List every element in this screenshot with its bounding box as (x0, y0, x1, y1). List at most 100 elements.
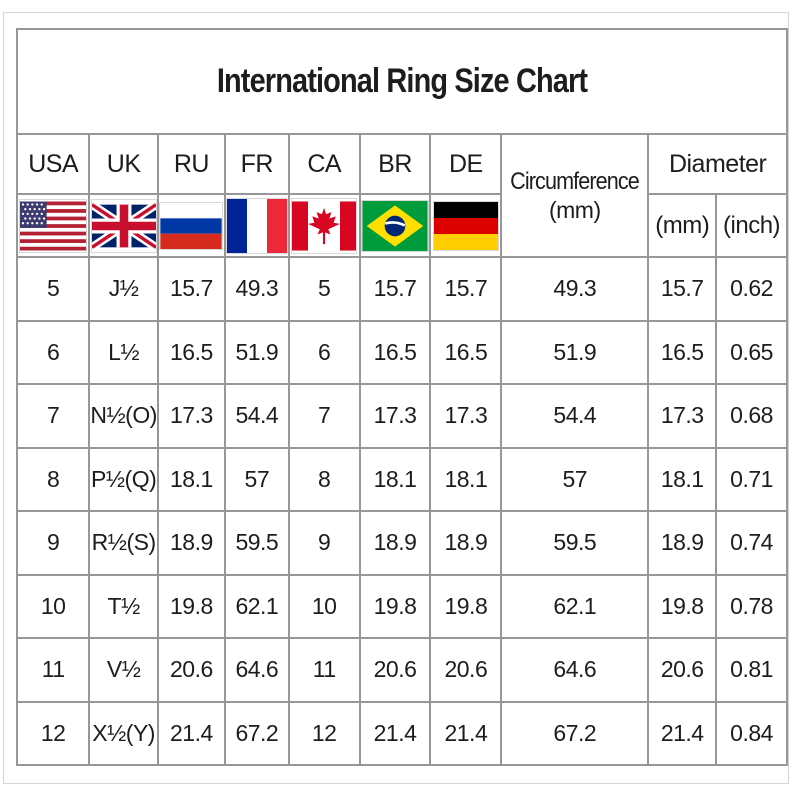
col-header-uk: UK (88, 133, 159, 195)
table-cell: 62.1 (223, 573, 290, 639)
table-cell: 7 (287, 383, 361, 449)
table-cell: 51.9 (500, 319, 650, 385)
table-cell: 18.9 (358, 510, 432, 576)
table-cell: 49.3 (500, 256, 650, 322)
ring-size-chart: International Ring Size Chart USA UK RU … (15, 28, 788, 766)
table-cell: 15.7 (156, 256, 226, 322)
table-cell: 16.5 (647, 319, 718, 385)
canada-flag-cell (287, 193, 361, 258)
table-cell: 10 (15, 573, 91, 639)
table-cell: 9 (15, 510, 91, 576)
france-flag-cell (223, 193, 290, 258)
table-row: 10 T½ 19.8 62.1 10 19.8 19.8 62.1 19.8 0… (15, 573, 788, 639)
table-cell: 7 (15, 383, 91, 449)
table-cell: X½(Y) (88, 700, 159, 766)
brazil-flag-cell (358, 193, 432, 258)
france-flag-icon (226, 198, 287, 253)
table-cell: 19.8 (647, 573, 718, 639)
table-cell: 15.7 (647, 256, 718, 322)
table-cell: T½ (88, 573, 159, 639)
table-cell: 57 (500, 446, 650, 512)
flag-row: (mm) (inch) (15, 193, 788, 258)
table-row: 7 N½(O) 17.3 54.4 7 17.3 17.3 54.4 17.3 … (15, 383, 788, 449)
col-header-diameter: Diameter (647, 133, 788, 195)
table-cell: 20.6 (156, 637, 226, 703)
table-cell: 59.5 (223, 510, 290, 576)
germany-flag-icon (433, 201, 498, 250)
table-cell: 18.1 (429, 446, 503, 512)
table-cell: 11 (15, 637, 91, 703)
russia-flag-cell (156, 193, 226, 258)
table-cell: 18.9 (647, 510, 718, 576)
table-cell: 12 (15, 700, 91, 766)
table-cell: 18.1 (156, 446, 226, 512)
table-cell: 0.65 (715, 319, 788, 385)
table-cell: 57 (223, 446, 290, 512)
table-cell: 67.2 (500, 700, 650, 766)
table-cell: 19.8 (358, 573, 432, 639)
usa-flag-cell (15, 193, 91, 258)
table-cell: 5 (287, 256, 361, 322)
circumference-label: Circumference (510, 167, 640, 195)
page-title: International Ring Size Chart (216, 62, 588, 100)
col-header-br: BR (358, 133, 432, 195)
table-cell: R½(S) (88, 510, 159, 576)
table-cell: 62.1 (500, 573, 650, 639)
table-cell: 19.8 (429, 573, 503, 639)
table-cell: 17.3 (358, 383, 432, 449)
diameter-inch-header: (inch) (715, 193, 788, 258)
table-cell: 67.2 (223, 700, 290, 766)
table-cell: 51.9 (223, 319, 290, 385)
table-cell: 5 (15, 256, 91, 322)
table-cell: 18.1 (647, 446, 718, 512)
table-cell: 17.3 (156, 383, 226, 449)
table-cell: J½ (88, 256, 159, 322)
country-header-row: USA UK RU FR CA BR DE Circumference (mm)… (15, 133, 788, 258)
table-cell: 21.4 (647, 700, 718, 766)
table-cell: 16.5 (358, 319, 432, 385)
table-cell: 20.6 (429, 637, 503, 703)
table-cell: 10 (287, 573, 361, 639)
table-cell: 0.68 (715, 383, 788, 449)
circumference-unit: (mm) (548, 196, 601, 223)
table-cell: V½ (88, 637, 159, 703)
table-cell: 0.84 (715, 700, 788, 766)
table-cell: 20.6 (358, 637, 432, 703)
usa-flag-icon (20, 201, 87, 250)
table-cell: N½(O) (88, 383, 159, 449)
table-row: 5 J½ 15.7 49.3 5 15.7 15.7 49.3 15.7 0.6… (15, 256, 788, 322)
uk-flag-cell (88, 193, 159, 258)
table-cell: 16.5 (429, 319, 503, 385)
table-row: 12 X½(Y) 21.4 67.2 12 21.4 21.4 67.2 21.… (15, 700, 788, 766)
table-cell: 20.6 (647, 637, 718, 703)
table-cell: 17.3 (647, 383, 718, 449)
table-cell: 17.3 (429, 383, 503, 449)
table-cell: 19.8 (156, 573, 226, 639)
table-row: 11 V½ 20.6 64.6 11 20.6 20.6 64.6 20.6 0… (15, 637, 788, 703)
table-cell: 18.9 (156, 510, 226, 576)
table-cell: 18.1 (358, 446, 432, 512)
table-cell: 0.62 (715, 256, 788, 322)
col-header-circumference: Circumference (mm) (500, 133, 650, 258)
table-cell: 0.71 (715, 446, 788, 512)
table-cell: 49.3 (223, 256, 290, 322)
table-cell: 18.9 (429, 510, 503, 576)
col-header-ca: CA (287, 133, 361, 195)
table-row: 9 R½(S) 18.9 59.5 9 18.9 18.9 59.5 18.9 … (15, 510, 788, 576)
table-cell: 6 (287, 319, 361, 385)
col-header-ru: RU (156, 133, 226, 195)
table-cell: P½(Q) (88, 446, 159, 512)
table-cell: 0.81 (715, 637, 788, 703)
table-cell: 21.4 (156, 700, 226, 766)
title-row: International Ring Size Chart (16, 28, 788, 135)
table-cell: 12 (287, 700, 361, 766)
table-cell: 64.6 (500, 637, 650, 703)
uk-flag-icon (91, 200, 156, 251)
col-header-fr: FR (223, 133, 290, 195)
table-cell: 54.4 (223, 383, 290, 449)
table-cell: 8 (15, 446, 91, 512)
table-cell: 0.74 (715, 510, 788, 576)
germany-flag-cell (429, 193, 503, 258)
table-cell: 6 (15, 319, 91, 385)
brazil-flag-icon (362, 200, 428, 251)
